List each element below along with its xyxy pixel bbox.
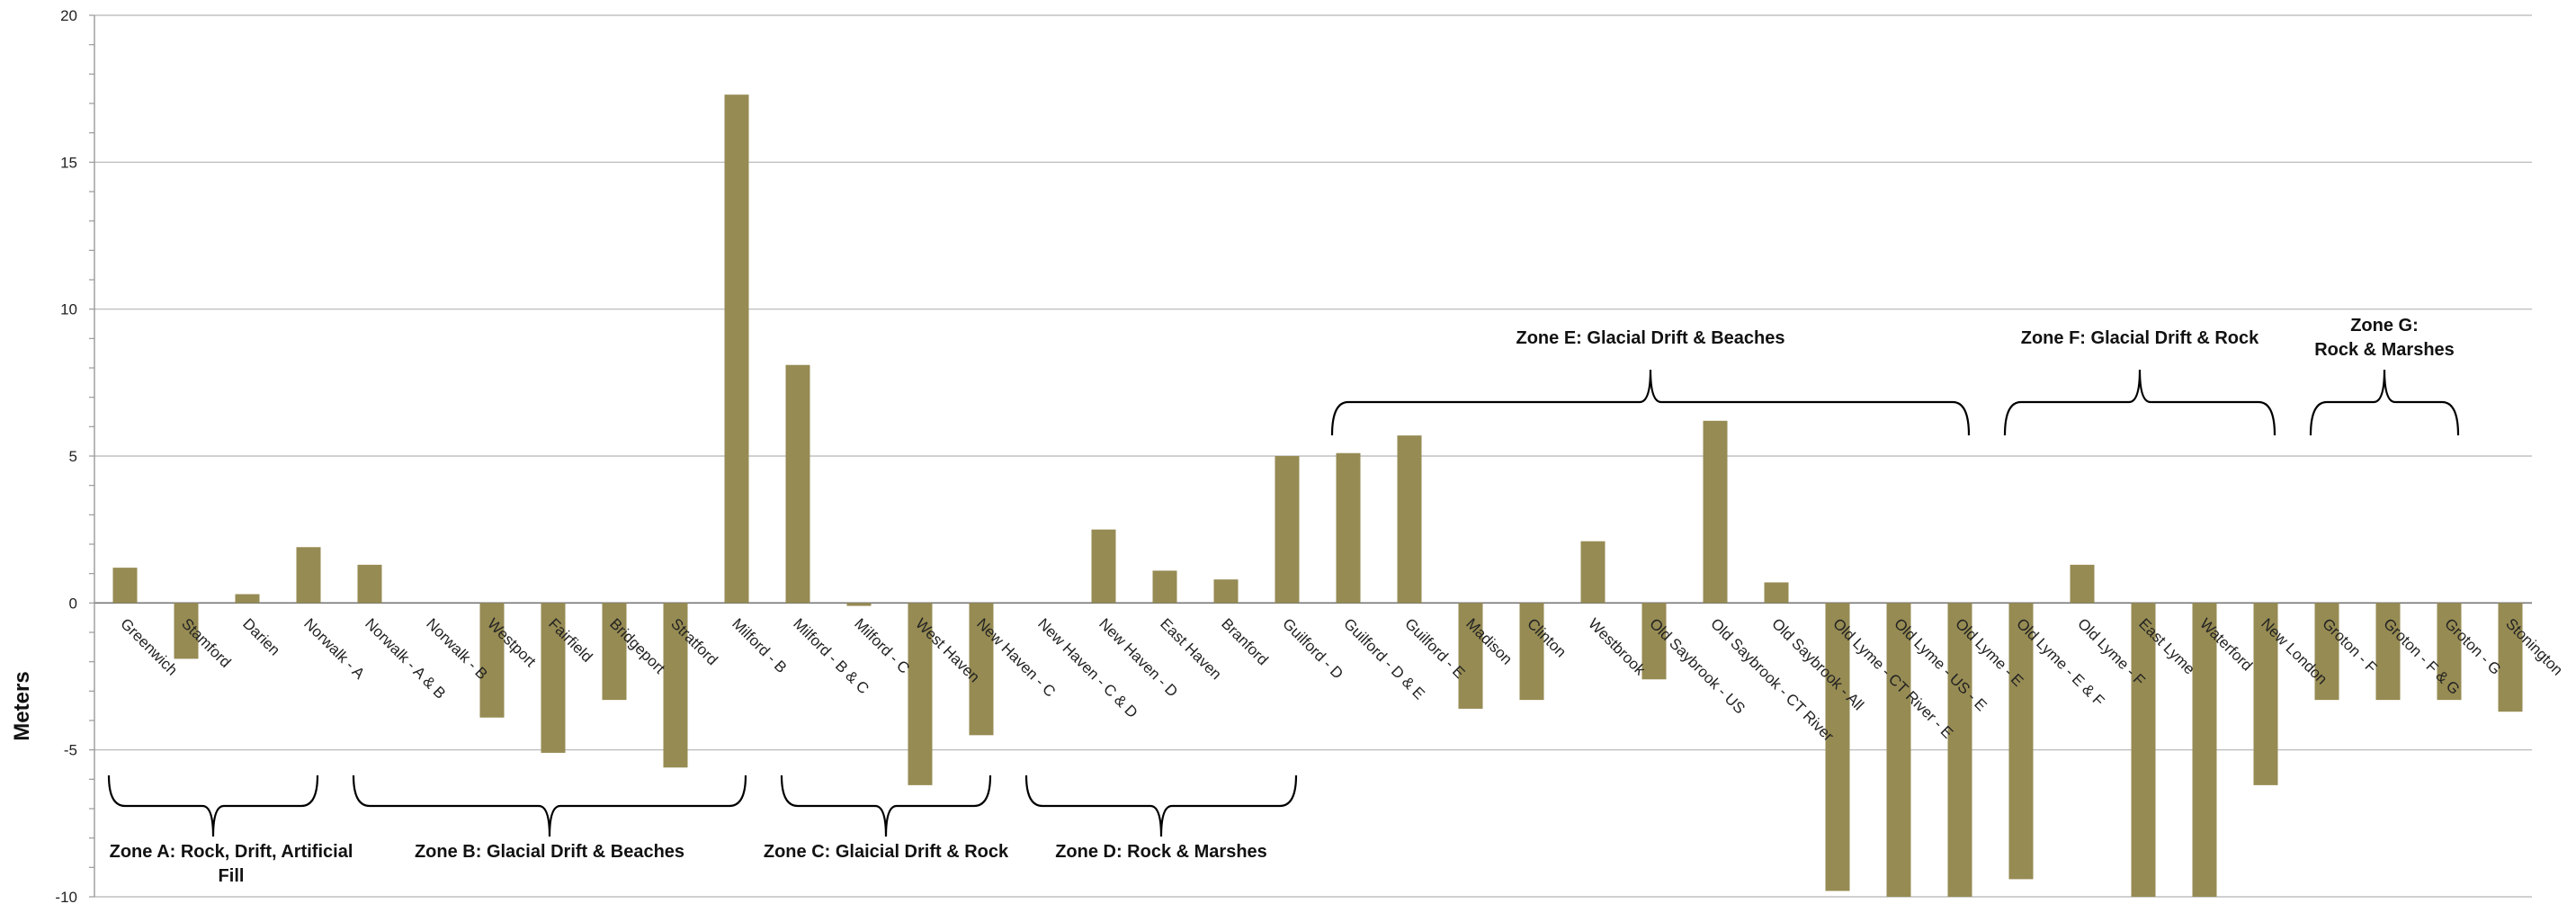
zone-bracket: Zone A: Rock, Drift, Artificial Fill	[107, 774, 353, 886]
bar	[2437, 603, 2462, 701]
bar	[2498, 603, 2523, 712]
zone-label: Zone D: Rock & Marshes	[1055, 842, 1267, 862]
category-label: East Haven	[1157, 615, 1225, 684]
bar	[1152, 570, 1177, 604]
zone-label: Zone A: Rock, Drift, Artificial	[110, 842, 353, 862]
bar	[785, 364, 810, 604]
category-label: Darien	[239, 615, 283, 659]
y-tick-label: -10	[55, 889, 77, 904]
zone-bracket: Zone C: Glaicial Drift & Rock	[764, 774, 1009, 862]
bracket-shape	[107, 774, 319, 837]
bracket-shape	[352, 774, 747, 837]
zone-brackets: Zone A: Rock, Drift, ArtificialFillZone …	[107, 316, 2460, 886]
bar	[2253, 603, 2278, 785]
bar	[908, 603, 933, 785]
y-tick-label: -5	[64, 742, 77, 759]
category-label: Old Saybrook - CT River	[1707, 615, 1837, 745]
bar	[1703, 420, 1728, 604]
bar	[1519, 603, 1544, 701]
zone-label: Rock & Marshes	[2314, 340, 2455, 360]
bar	[1397, 435, 1422, 604]
category-label: Branford	[1218, 615, 1272, 669]
zone-bracket: Zone F: Glacial Drift & Rock	[2003, 328, 2276, 436]
bar	[479, 603, 505, 718]
y-axis-label: Meters	[10, 671, 34, 740]
bar	[296, 547, 321, 604]
y-tick-label: 20	[60, 7, 77, 24]
bar	[846, 603, 872, 606]
bar	[2008, 603, 2034, 880]
bar	[1091, 529, 1116, 604]
bar	[2375, 603, 2401, 701]
bar	[112, 568, 138, 604]
bar	[724, 94, 749, 604]
bar	[1213, 579, 1239, 604]
zone-bracket: Zone G: Rock & Marshes	[2309, 316, 2460, 436]
bar	[1764, 582, 1789, 604]
bar	[1641, 603, 1667, 680]
y-tick-label: 0	[69, 595, 77, 612]
category-label: Guilford - E	[1401, 615, 1468, 682]
category-label: Milford - C	[851, 615, 913, 677]
bar	[2192, 603, 2217, 897]
bracket-shape	[780, 774, 992, 837]
y-tick-label: 5	[69, 448, 77, 465]
zone-bracket: Zone E: Glacial Drift & Beaches	[1330, 328, 1971, 436]
gridlines	[89, 14, 2532, 898]
bar	[1580, 541, 1606, 604]
y-tick-label: 10	[60, 301, 77, 318]
bar	[969, 603, 994, 736]
zone-bracket: Zone B: Glacial Drift & Beaches	[352, 774, 747, 862]
bracket-shape	[2309, 369, 2460, 436]
bar	[2131, 603, 2156, 897]
bar	[357, 564, 382, 604]
y-axis-ticks: -10 -5 0 5 10 15 20	[55, 7, 77, 904]
y-tick-label: 15	[60, 154, 77, 171]
bar	[174, 603, 199, 659]
category-label: Greenwich	[117, 615, 181, 679]
zone-label: Zone G:	[2350, 316, 2419, 336]
bar	[1336, 452, 1361, 604]
bracket-shape	[1024, 774, 1298, 837]
bar	[2314, 603, 2339, 701]
zone-bracket: Zone D: Rock & Marshes	[1024, 774, 1298, 862]
bar	[602, 603, 627, 701]
zone-label: Zone F: Glacial Drift & Rock	[2021, 328, 2259, 348]
bracket-shape	[1330, 369, 1971, 436]
bar	[663, 603, 688, 768]
zone-label: Zone B: Glacial Drift & Beaches	[415, 842, 684, 862]
bar	[235, 594, 260, 604]
zone-label: Zone E: Glacial Drift & Beaches	[1516, 328, 1785, 348]
bracket-shape	[2003, 369, 2276, 436]
bar	[1886, 603, 1911, 897]
bars	[112, 94, 2523, 897]
category-label: Milford - B	[729, 615, 790, 676]
bar	[2070, 564, 2095, 604]
bar	[1947, 603, 1972, 897]
category-label: Westbrook	[1585, 615, 1649, 679]
bar	[1458, 603, 1483, 709]
zone-label: Zone C: Glaicial Drift & Rock	[764, 842, 1009, 862]
bar	[1275, 456, 1300, 604]
zone-label: Fill	[219, 866, 245, 886]
category-label: Guilford - D	[1279, 615, 1346, 683]
bar	[541, 603, 566, 753]
bar	[1825, 603, 1850, 891]
category-label: Norwalk - A	[300, 615, 368, 683]
